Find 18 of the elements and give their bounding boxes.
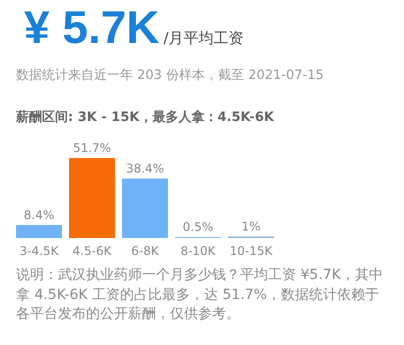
bar <box>69 158 115 238</box>
x-tick-label: 6-8K <box>131 244 160 258</box>
chart-subtitle: /月平均工资 <box>164 29 244 47</box>
x-tick-label: 4.5-6K <box>72 244 113 258</box>
bar <box>16 225 62 238</box>
data-label: 8.4% <box>24 208 54 222</box>
text: 数据统计来自近一年 203 份样本，截至 2021-07-15 <box>16 67 325 85</box>
x-tick-label: 8-10K <box>180 244 217 258</box>
chart-title: ¥ 5.7K <box>24 1 160 53</box>
data-label: 51.7% <box>72 141 112 155</box>
x-tick-label: 3-4.5K <box>20 244 60 258</box>
bar <box>122 178 168 238</box>
x-tick-label: 10-15K <box>230 244 274 258</box>
data-label: 0.5% <box>182 220 214 234</box>
text: 说明：武汉执业药师一个月多少钱？平均工资 ¥5.7K，其中拿 4.5K-6K 工资的占比最多，达 51.7%，数据统计依赖于各平台发布的公开薪酬，仅供参考。 <box>16 266 384 324</box>
text: 薪酬区间: 3K - 15K，最多人拿：4.5K-6K <box>16 109 276 127</box>
data-label: 38.4% <box>126 162 164 176</box>
data-label: 1% <box>241 219 261 234</box>
